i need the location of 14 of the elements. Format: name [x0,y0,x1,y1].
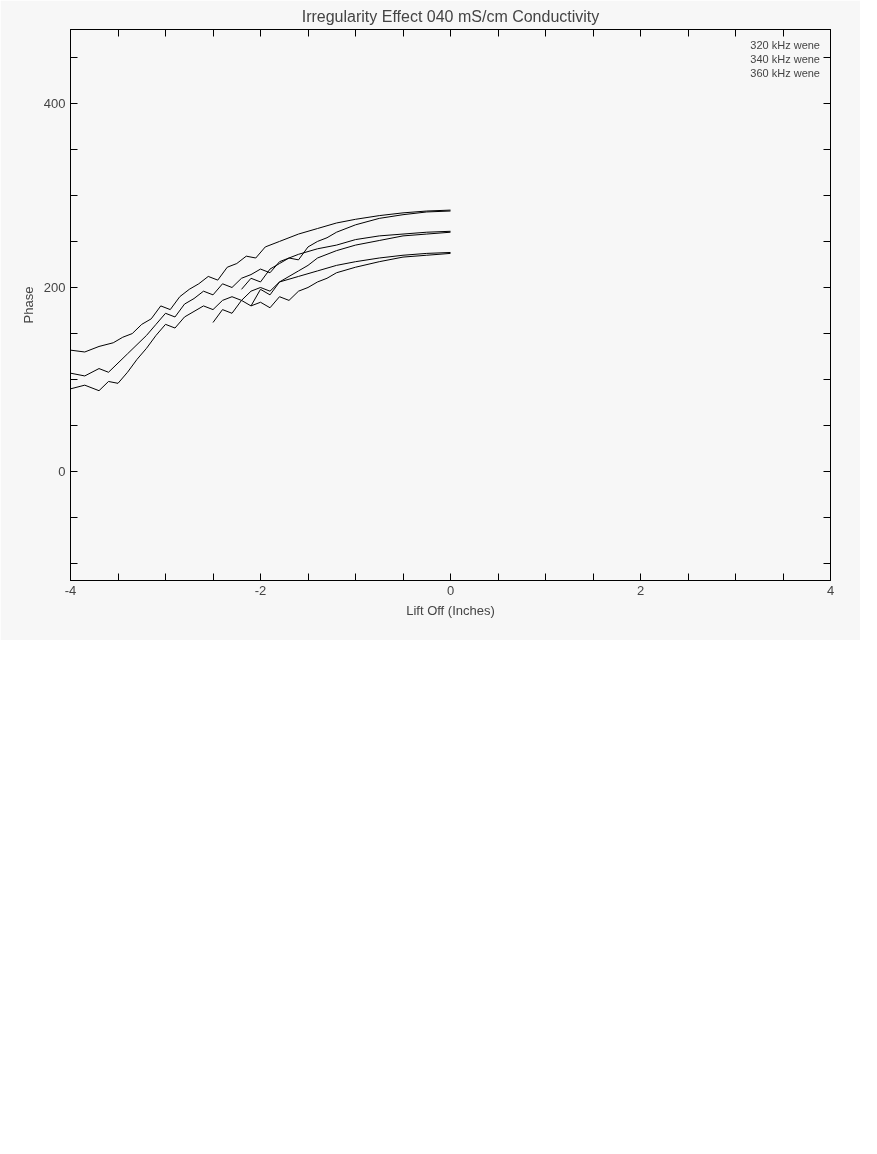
y-tick-label: 0 [58,464,66,480]
x-axis-title: Lift Off (Inches) [406,602,495,618]
chart-title: Irregularity Effect 040 mS/cm Conductivity [301,7,600,25]
x-tick-label: -2 [254,582,267,598]
y-tick-label: 200 [43,279,66,295]
x-tick-label: 4 [826,582,835,598]
x-tick-label: 2 [636,582,645,598]
text: 340 kHz wene [750,53,820,65]
x-tick-label: -4 [64,582,77,598]
legend-label: 320 kHz wene [750,39,820,51]
y-axis-title: Phase [20,286,36,324]
legend-label: 360 kHz wene [750,67,820,79]
x-tick-label: 0 [446,582,455,598]
y-tick-label: 400 [43,95,66,111]
